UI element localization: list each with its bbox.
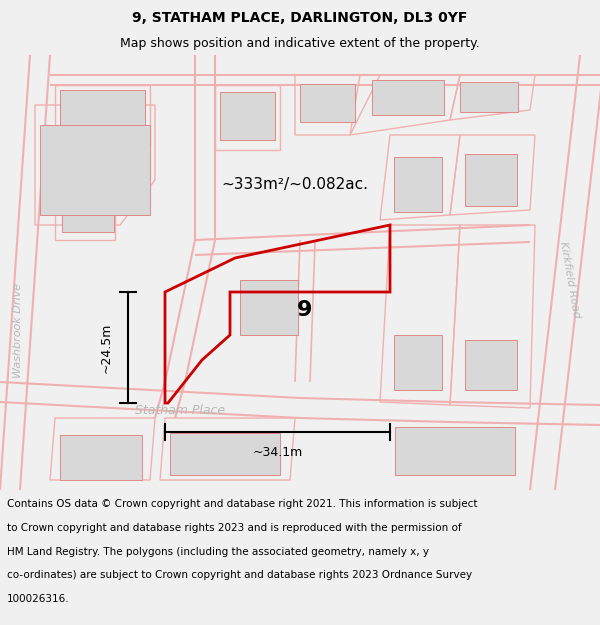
Text: ~34.1m: ~34.1m (253, 446, 302, 459)
Bar (62, 194, 114, 232)
Bar (60, 90, 145, 135)
Text: 9: 9 (298, 300, 313, 320)
Text: ~333m²/~0.082ac.: ~333m²/~0.082ac. (221, 177, 368, 192)
Text: co-ordinates) are subject to Crown copyright and database rights 2023 Ordnance S: co-ordinates) are subject to Crown copyr… (7, 571, 472, 581)
Text: Statham Place: Statham Place (135, 404, 225, 416)
Text: Kirkfield Road: Kirkfield Road (559, 241, 581, 319)
Bar (60, 435, 142, 480)
Bar (394, 157, 442, 212)
Bar (395, 427, 515, 475)
Text: Washbrook Drive: Washbrook Drive (13, 282, 23, 378)
Bar (170, 433, 280, 475)
Text: 100026316.: 100026316. (7, 594, 70, 604)
Bar (372, 80, 444, 115)
Text: HM Land Registry. The polygons (including the associated geometry, namely x, y: HM Land Registry. The polygons (includin… (7, 547, 429, 557)
Bar (460, 82, 518, 112)
Bar (300, 84, 355, 122)
Bar (465, 154, 517, 206)
Bar (394, 335, 442, 390)
Bar (465, 340, 517, 390)
Text: to Crown copyright and database rights 2023 and is reproduced with the permissio: to Crown copyright and database rights 2… (7, 523, 462, 533)
Text: 9, STATHAM PLACE, DARLINGTON, DL3 0YF: 9, STATHAM PLACE, DARLINGTON, DL3 0YF (133, 11, 467, 24)
Text: ~24.5m: ~24.5m (100, 322, 113, 372)
Text: Contains OS data © Crown copyright and database right 2021. This information is : Contains OS data © Crown copyright and d… (7, 499, 478, 509)
Bar (240, 280, 298, 335)
Text: Map shows position and indicative extent of the property.: Map shows position and indicative extent… (120, 38, 480, 51)
Bar (40, 125, 150, 215)
Bar (220, 92, 275, 140)
